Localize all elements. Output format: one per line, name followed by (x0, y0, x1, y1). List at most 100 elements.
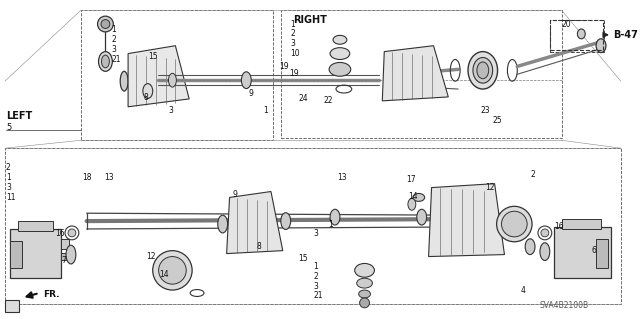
Text: 3: 3 (168, 106, 173, 115)
Circle shape (97, 16, 113, 32)
Ellipse shape (408, 198, 416, 210)
Ellipse shape (468, 52, 497, 89)
Text: 7: 7 (61, 256, 66, 265)
Text: 19: 19 (279, 62, 289, 71)
Ellipse shape (330, 209, 340, 225)
Ellipse shape (413, 194, 425, 201)
Text: LEFT: LEFT (6, 111, 32, 121)
Ellipse shape (473, 57, 493, 83)
Text: 2: 2 (530, 170, 535, 179)
Text: 12: 12 (146, 252, 156, 261)
Text: 2: 2 (6, 163, 11, 172)
Ellipse shape (330, 48, 350, 59)
Bar (10, 241, 22, 268)
Ellipse shape (99, 52, 113, 71)
Bar (61, 239, 69, 249)
Text: 11: 11 (6, 193, 15, 202)
Ellipse shape (417, 209, 427, 225)
Bar (562, 219, 601, 229)
Text: 4: 4 (520, 286, 525, 294)
Ellipse shape (477, 62, 489, 79)
Polygon shape (227, 191, 283, 254)
Bar (5, 148, 621, 304)
Ellipse shape (333, 35, 347, 44)
Ellipse shape (540, 243, 550, 261)
Ellipse shape (241, 72, 252, 89)
Ellipse shape (356, 278, 372, 288)
Text: 3: 3 (314, 229, 318, 238)
Polygon shape (128, 46, 189, 107)
Text: 24: 24 (298, 94, 308, 103)
Bar (5, 300, 19, 312)
Circle shape (159, 256, 186, 284)
Text: FR.: FR. (44, 291, 60, 300)
Text: SVA4B2100B: SVA4B2100B (540, 301, 589, 310)
Circle shape (541, 229, 549, 237)
Bar (10, 229, 61, 278)
Text: 2: 2 (314, 272, 318, 281)
Text: 14: 14 (159, 270, 169, 279)
Ellipse shape (596, 39, 606, 53)
Text: 14: 14 (408, 192, 417, 201)
Ellipse shape (358, 290, 371, 298)
Text: 2: 2 (111, 35, 116, 44)
Text: 6: 6 (591, 246, 596, 255)
Text: 2: 2 (291, 29, 296, 38)
Ellipse shape (525, 239, 535, 255)
Ellipse shape (143, 84, 153, 99)
Text: 22: 22 (323, 96, 333, 105)
Text: 3: 3 (291, 39, 296, 48)
Polygon shape (429, 184, 504, 256)
Text: 3: 3 (6, 183, 11, 192)
Bar (61, 253, 69, 261)
Polygon shape (382, 46, 448, 101)
Ellipse shape (102, 55, 109, 68)
Text: 15: 15 (148, 52, 157, 61)
Text: 9: 9 (232, 190, 237, 199)
Ellipse shape (120, 71, 128, 91)
Text: 16: 16 (554, 222, 563, 232)
Bar (281, 10, 562, 138)
Text: 10: 10 (291, 49, 300, 58)
Text: 3: 3 (111, 45, 116, 54)
Text: 17: 17 (406, 175, 415, 184)
Text: 18: 18 (82, 173, 92, 182)
Text: 13: 13 (104, 173, 114, 182)
Circle shape (360, 298, 369, 308)
Text: 9: 9 (249, 89, 253, 99)
Bar (550, 20, 604, 52)
Bar (554, 227, 611, 278)
Text: 1: 1 (6, 173, 11, 182)
Circle shape (497, 206, 532, 242)
Text: 8: 8 (143, 93, 148, 102)
Ellipse shape (355, 263, 374, 277)
Circle shape (153, 251, 192, 290)
Text: 13: 13 (337, 173, 347, 182)
Circle shape (68, 229, 76, 237)
Bar (18, 221, 53, 231)
Ellipse shape (281, 213, 291, 229)
Text: 1: 1 (291, 19, 296, 28)
Circle shape (502, 211, 527, 237)
Text: 23: 23 (481, 106, 490, 115)
Text: 3: 3 (314, 282, 318, 291)
Bar (81, 10, 273, 140)
Text: 12: 12 (484, 183, 494, 192)
Ellipse shape (168, 73, 177, 87)
Text: 1: 1 (264, 106, 268, 115)
Circle shape (101, 19, 110, 28)
Text: 8: 8 (256, 242, 261, 251)
Ellipse shape (66, 245, 76, 264)
Text: RIGHT: RIGHT (294, 15, 328, 25)
Text: B-47: B-47 (613, 30, 637, 40)
Text: 1: 1 (111, 26, 116, 34)
Ellipse shape (218, 215, 228, 233)
Text: 25: 25 (493, 116, 502, 125)
Bar (596, 239, 608, 268)
Ellipse shape (329, 63, 351, 76)
Text: 16: 16 (55, 229, 65, 238)
Text: 1: 1 (328, 219, 333, 228)
Bar (550, 20, 603, 50)
Text: 15: 15 (298, 254, 308, 263)
Text: 21: 21 (111, 55, 121, 64)
